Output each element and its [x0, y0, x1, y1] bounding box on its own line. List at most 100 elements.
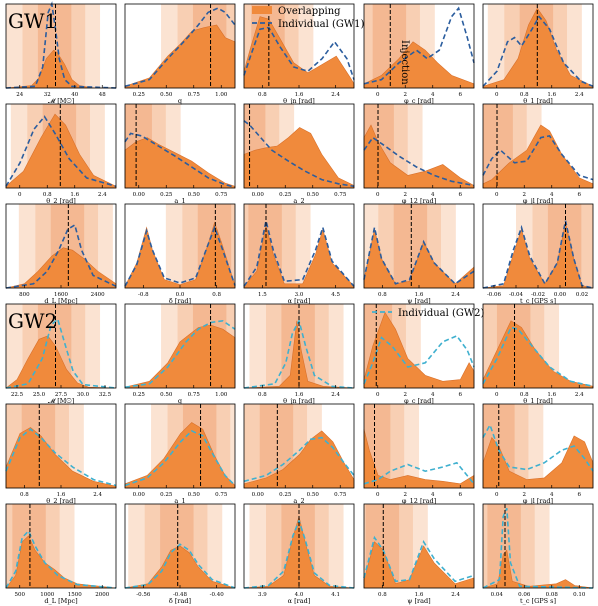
x-axis-label: θ_jn [rad]: [283, 397, 315, 405]
x-tick-label: 0.25: [133, 392, 146, 398]
individual-posterior: [363, 334, 475, 385]
x-axis-label: a_1: [174, 497, 185, 505]
x-tick-label: 3.0: [295, 292, 304, 298]
x-tick-label: 2: [523, 492, 527, 498]
individual-posterior: [124, 7, 236, 88]
legend-overlap-swatch: [252, 6, 272, 14]
x-tick-label: 0: [376, 392, 380, 398]
x-tick-label: 2: [404, 92, 408, 98]
x-tick-label: 1.6: [57, 492, 66, 498]
x-tick-label: 6: [459, 92, 463, 98]
individual-posterior: [124, 429, 236, 487]
x-tick-label: 2.4: [575, 92, 584, 98]
x-tick-label: 2: [404, 492, 408, 498]
x-tick-label: 1.6: [295, 392, 304, 398]
individual-posterior: [482, 15, 594, 88]
x-axis-label: φ_12 [rad]: [402, 497, 436, 505]
x-tick-label: 0.50: [188, 192, 201, 198]
x-tick-label: 1.5: [258, 292, 267, 298]
posterior-panel: -0.8 0.0 0.8 δ [rad]: [124, 203, 236, 305]
x-tick-label: 2: [404, 192, 408, 198]
x-tick-label: 0: [376, 92, 380, 98]
x-tick-label: 6: [459, 492, 463, 498]
x-tick-label: 0.50: [307, 492, 320, 498]
individual-posterior: [124, 319, 236, 388]
posterior-panel: 0 2 4 6 φ_jl [rad]: [482, 103, 594, 205]
x-axis-label: θ_2 [rad]: [46, 497, 76, 505]
x-tick-label: 1.00: [215, 392, 228, 398]
x-tick-label: 4.5: [331, 292, 340, 298]
legend-gw2-label: Individual (GW2): [398, 308, 485, 319]
x-tick-label: 0.75: [188, 392, 201, 398]
x-axis-label: q: [178, 97, 182, 105]
x-tick-label: 1.6: [70, 192, 79, 198]
panel-frame: [124, 303, 236, 389]
x-tick-label: 25.0: [33, 392, 46, 398]
x-tick-label: 22.5: [11, 392, 24, 398]
group-label-gw2: GW2: [8, 309, 57, 333]
overlap-posterior: [243, 16, 355, 89]
x-tick-label: 6: [578, 192, 582, 198]
panel-frame: [243, 403, 355, 489]
posterior-panel: 22.5 25.0 27.5 30.0 32.5 𝓜 [M☉]: [5, 303, 117, 405]
x-tick-label: 0.25: [279, 492, 292, 498]
individual-posterior: [363, 136, 475, 187]
x-axis-label: α [rad]: [288, 297, 311, 305]
x-axis-label: q: [178, 397, 182, 405]
x-axis-label: t_c [GPS s]: [520, 297, 556, 305]
legend-gw1: Overlapping Individual (GW1): [252, 6, 365, 30]
x-tick-label: 0: [376, 192, 380, 198]
posterior-panel: 0 0.8 1.6 2.4 θ_2 [rad]: [5, 103, 117, 205]
posterior-panel: 0.00 0.25 0.50 0.75 a_2: [243, 103, 355, 205]
individual-posterior: [363, 227, 475, 285]
x-tick-label: 0.75: [188, 92, 201, 98]
x-tick-label: 1000: [40, 592, 54, 598]
injection-label: Injection: [399, 40, 410, 85]
panel-frame: [363, 103, 475, 189]
x-tick-label: -0.8: [138, 292, 149, 298]
x-tick-label: 800: [19, 292, 30, 298]
x-tick-label: 0.8: [212, 292, 221, 298]
x-tick-label: 1.6: [415, 292, 424, 298]
posterior-panel: 0 0.8 1.6 2.4 θ_1 [rad]: [482, 303, 594, 405]
posterior-panel: 1.5 3.0 4.5 α [rad]: [243, 203, 355, 305]
x-tick-label: 2400: [91, 292, 105, 298]
x-tick-label: 4.0: [295, 592, 304, 598]
individual-posterior: [124, 132, 236, 188]
x-axis-label: φ_c [rad]: [404, 97, 434, 105]
x-tick-label: -0.06: [487, 292, 502, 298]
x-tick-label: 0.00: [252, 192, 265, 198]
legend-gw2: Individual (GW2): [372, 308, 485, 319]
x-tick-label: 30.0: [77, 392, 90, 398]
x-tick-label: 0.25: [133, 92, 146, 98]
posterior-panel: 0 0.8 1.6 2.4 θ_1 [rad]: [482, 3, 594, 105]
x-axis-label: φ_c [rad]: [404, 397, 434, 405]
x-tick-label: 0.06: [518, 592, 531, 598]
x-tick-label: 2: [404, 392, 408, 398]
x-tick-label: 0: [495, 192, 499, 198]
x-tick-label: 2.4: [451, 292, 460, 298]
x-axis-label: 𝓜 [M☉]: [48, 397, 74, 405]
x-tick-label: 4: [550, 192, 554, 198]
x-axis-label: a_2: [293, 197, 304, 205]
x-tick-label: 1.6: [547, 392, 556, 398]
x-tick-label: 0.10: [573, 592, 586, 598]
posterior-panel: 500 1000 1500 2000 d_L [Mpc]: [5, 503, 117, 605]
x-axis-label: φ_jl [rad]: [523, 497, 553, 505]
x-tick-label: 0.8: [378, 292, 387, 298]
x-axis-label: 𝓜 [M☉]: [48, 97, 74, 105]
x-tick-label: 3.9: [258, 592, 267, 598]
individual-posterior: [124, 543, 236, 589]
x-tick-label: -0.02: [531, 292, 545, 298]
x-tick-label: 6: [459, 392, 463, 398]
x-tick-label: 2: [523, 192, 527, 198]
x-tick-label: 0.50: [160, 92, 173, 98]
legend-gw1-label: Individual (GW1): [278, 19, 365, 30]
legend-overlap-label: Overlapping: [278, 6, 341, 17]
individual-posterior: [243, 220, 355, 287]
individual-posterior: [363, 6, 475, 85]
panel-frame: [5, 503, 117, 589]
x-tick-label: 0.75: [215, 192, 228, 198]
